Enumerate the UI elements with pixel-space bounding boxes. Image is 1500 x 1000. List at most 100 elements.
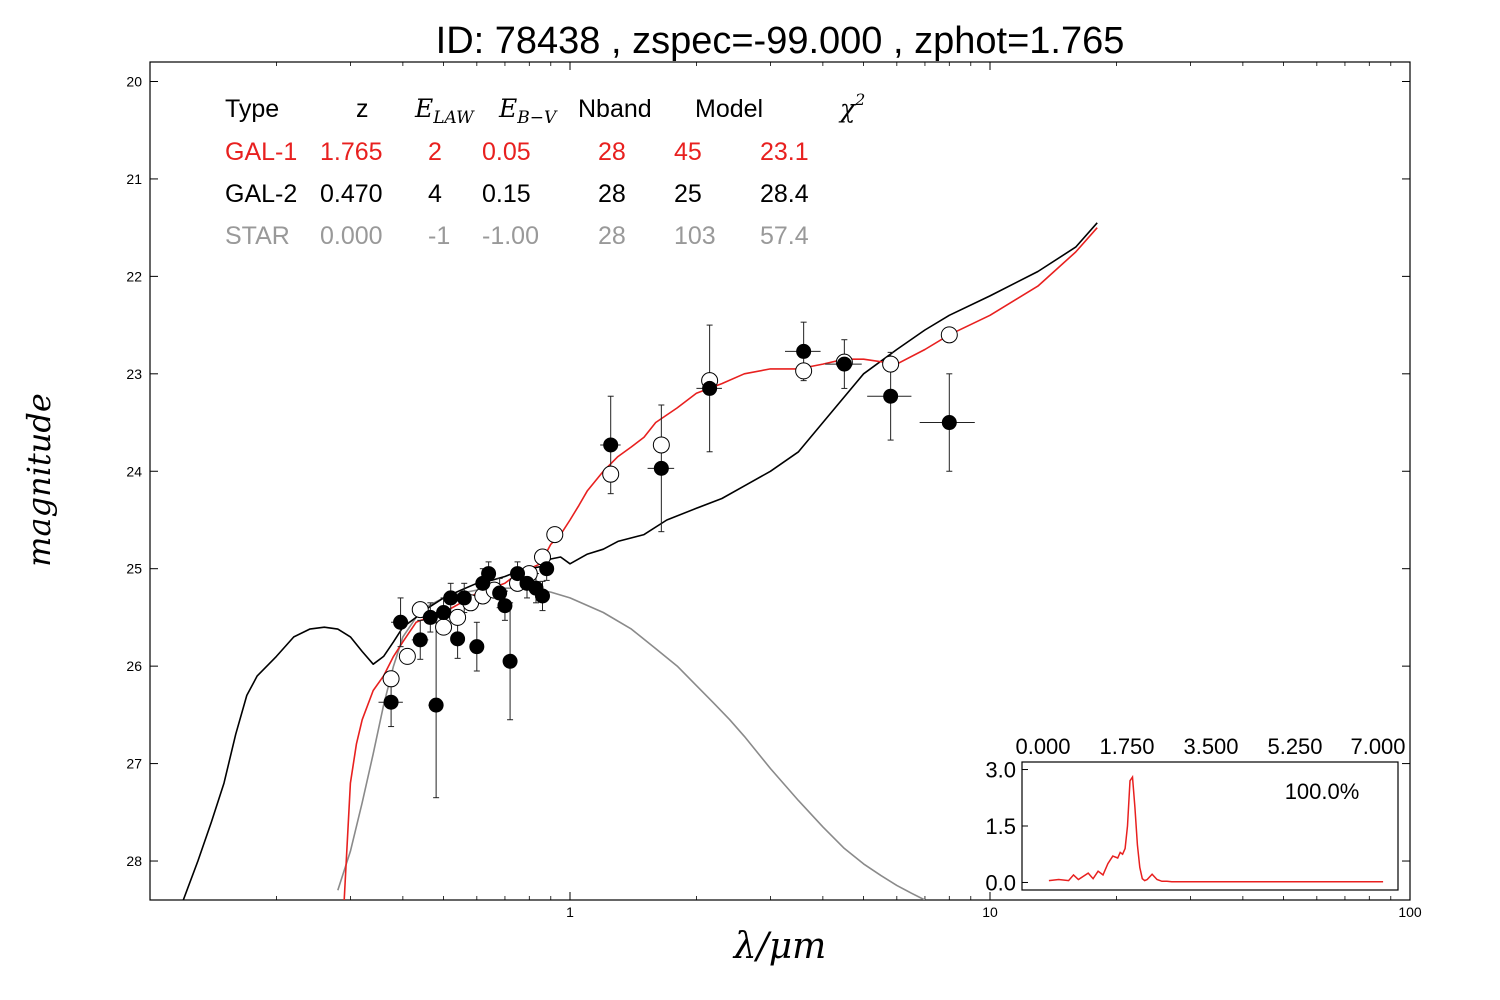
table-header-nband: Nband bbox=[578, 95, 652, 123]
model-photometry-point bbox=[652, 436, 670, 454]
y-tick-label: 23 bbox=[126, 366, 142, 382]
observed-photometry-point bbox=[534, 588, 550, 604]
observed-photometry-point bbox=[412, 632, 428, 648]
table-cell: 28 bbox=[598, 222, 626, 250]
y-tick-label: 22 bbox=[126, 268, 142, 284]
table-cell: 23.1 bbox=[760, 138, 809, 166]
observed-photometry-point bbox=[422, 609, 438, 625]
observed-photometry-point bbox=[510, 566, 526, 582]
table-header-elaw: ELAW bbox=[414, 94, 475, 128]
table-cell: 0.15 bbox=[482, 180, 531, 208]
model-photometry-point bbox=[435, 618, 453, 636]
table-cell: 28 bbox=[598, 180, 626, 208]
chart-title: ID: 78438 , zspec=-99.000 , zphot=1.765 bbox=[436, 20, 1125, 62]
model-photometry-point bbox=[398, 647, 416, 665]
series-line-star bbox=[337, 587, 926, 900]
series-line-gal2 bbox=[182, 222, 1098, 900]
inset-y-tick-label: 1.5 bbox=[985, 814, 1016, 839]
table-header-type: Type bbox=[225, 95, 279, 123]
observed-photometry-point bbox=[469, 639, 485, 655]
table-cell: 57.4 bbox=[760, 222, 809, 250]
table-header-ebv: EB−V bbox=[498, 94, 558, 128]
table-cell: 4 bbox=[428, 180, 442, 208]
table-cell: 28.4 bbox=[760, 180, 809, 208]
model-photometry-point bbox=[882, 355, 900, 373]
table-cell: 103 bbox=[674, 222, 716, 250]
observed-photometry-point bbox=[443, 590, 459, 606]
table-rows: GAL-1 1.765 2 0.05 28 45 23.1 GAL-2 0.470 4 0.15 28… bbox=[225, 138, 809, 250]
inset-percentage: 100.0% bbox=[1285, 779, 1360, 804]
observed-photometry-point bbox=[428, 697, 444, 713]
inset-y-tick-label: 3.0 bbox=[985, 758, 1016, 783]
series-line-gal1 bbox=[343, 227, 1098, 900]
table-cell: 0.000 bbox=[320, 222, 383, 250]
model-photometry-point bbox=[602, 465, 620, 483]
x-tick-label: 100 bbox=[1398, 904, 1422, 920]
x-axis-label: λ/μm bbox=[732, 926, 826, 967]
table-cell: 28 bbox=[598, 138, 626, 166]
pdf-inset: 0.000 1.750 3.500 5.250 7.000 0.0 1.5 3.0 100.0… bbox=[985, 734, 1405, 895]
observed-photometry-point bbox=[450, 631, 466, 647]
table-cell: 0.05 bbox=[482, 138, 531, 166]
y-tick-label: 24 bbox=[126, 463, 142, 479]
y-tick-label: 27 bbox=[126, 756, 142, 772]
y-tick-label: 20 bbox=[126, 73, 142, 89]
inset-x-tick-label: 7.000 bbox=[1350, 734, 1405, 759]
table-cell: 2 bbox=[428, 138, 442, 166]
inset-y-tick-label: 0.0 bbox=[985, 870, 1016, 895]
inset-ticks: 0.000 1.750 3.500 5.250 7.000 0.0 1.5 3.0 bbox=[985, 734, 1405, 895]
photometry-points bbox=[382, 326, 958, 713]
model-spectra bbox=[182, 222, 1098, 900]
table-cell: 1.765 bbox=[320, 138, 383, 166]
observed-photometry-point bbox=[702, 380, 718, 396]
inset-frame bbox=[1021, 761, 1399, 891]
observed-photometry-point bbox=[539, 561, 555, 577]
y-axis-label: magnitude bbox=[20, 393, 58, 567]
plot-frame bbox=[149, 61, 1411, 901]
observed-photometry-point bbox=[492, 585, 508, 601]
observed-photometry-point bbox=[436, 605, 452, 621]
table-cell: STAR bbox=[225, 222, 290, 250]
inset-x-tick-label: 1.750 bbox=[1099, 734, 1154, 759]
inset-x-tick-label: 0.000 bbox=[1015, 734, 1070, 759]
model-photometry-point bbox=[382, 670, 400, 688]
observed-photometry-point bbox=[941, 415, 957, 431]
model-photometry-point bbox=[546, 526, 564, 544]
table-cell: GAL-1 bbox=[225, 138, 297, 166]
observed-photometry-point bbox=[481, 566, 497, 582]
observed-photometry-point bbox=[836, 356, 852, 372]
table-cell: -1 bbox=[428, 222, 450, 250]
observed-photometry-point bbox=[883, 388, 899, 404]
table-cell: 0.470 bbox=[320, 180, 383, 208]
observed-photometry-point bbox=[502, 653, 518, 669]
model-photometry-point bbox=[449, 608, 467, 626]
y-tick-label: 25 bbox=[126, 561, 142, 577]
table-cell: 45 bbox=[674, 138, 702, 166]
observed-photometry-point bbox=[497, 598, 513, 614]
y-tick-label: 21 bbox=[126, 171, 142, 187]
table-header-model: Model bbox=[695, 95, 763, 123]
inset-x-tick-label: 3.500 bbox=[1183, 734, 1238, 759]
x-tick-label: 1 bbox=[566, 904, 574, 920]
observed-photometry-point bbox=[393, 614, 409, 630]
fit-table: Type z ELAW EB−V Nband Model χ2 GAL-1 1.7… bbox=[225, 90, 865, 250]
inset-pdf-line bbox=[1048, 774, 1384, 883]
table-cell: 25 bbox=[674, 180, 702, 208]
observed-photometry-point bbox=[653, 460, 669, 476]
y-tick-label: 26 bbox=[126, 658, 142, 674]
y-tick-label: 28 bbox=[126, 853, 142, 869]
x-tick-label: 10 bbox=[982, 904, 998, 920]
observed-photometry-point bbox=[796, 343, 812, 359]
table-header-z: z bbox=[356, 95, 369, 123]
inset-pdf-curve bbox=[1048, 774, 1384, 883]
observed-photometry-point bbox=[603, 437, 619, 453]
model-photometry-point bbox=[940, 326, 958, 344]
model-photometry-point bbox=[795, 362, 813, 380]
table-cell: GAL-2 bbox=[225, 180, 297, 208]
observed-photometry-point bbox=[456, 590, 472, 606]
table-cell: -1.00 bbox=[482, 222, 539, 250]
observed-photometry-point bbox=[383, 694, 399, 710]
inset-x-tick-label: 5.250 bbox=[1267, 734, 1322, 759]
